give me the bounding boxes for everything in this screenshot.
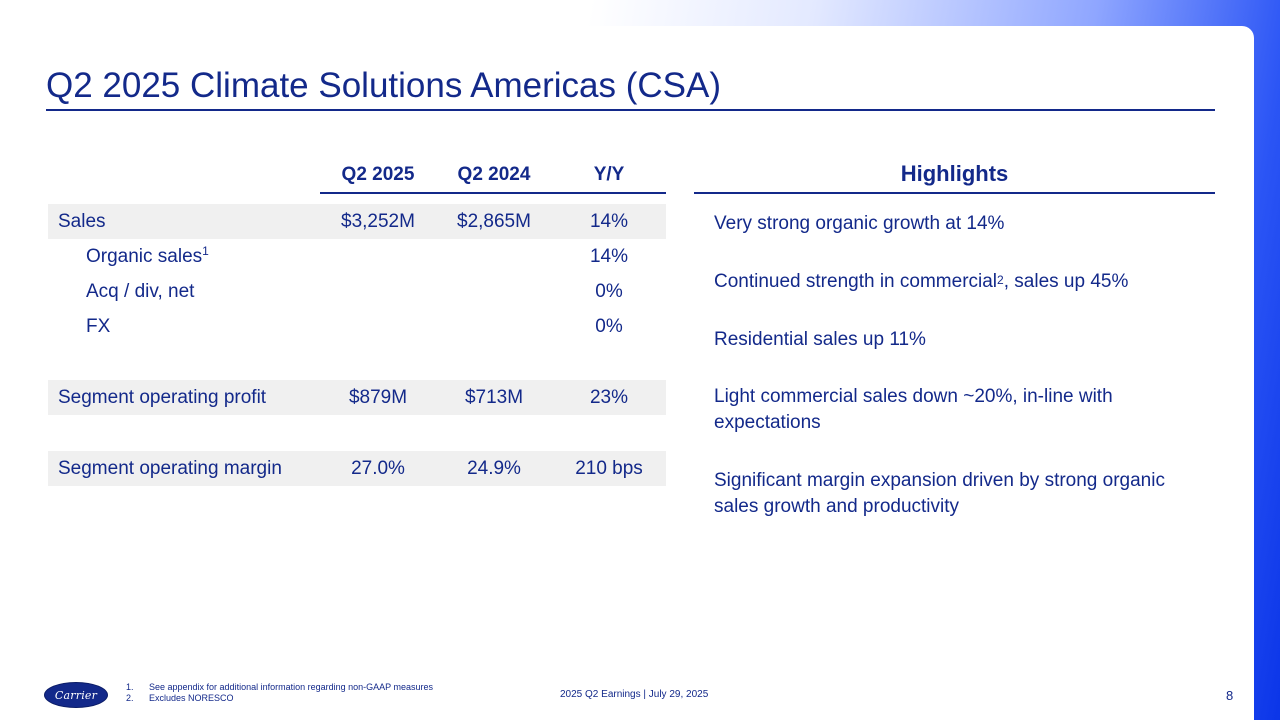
cell-q2-2025: $879M	[348, 387, 408, 408]
cell-q2-2024: 24.9%	[467, 458, 521, 479]
table-row-segment-operating-margin: Segment operating margin 27.0% 24.9% 210…	[48, 451, 666, 486]
highlight-item: Light commercial sales down ~20%, in-lin…	[714, 386, 1113, 433]
cell-yy: 0%	[595, 281, 623, 302]
footnote-number: 2.	[126, 693, 134, 703]
highlight-item: Continued strength in commercial2, sales…	[714, 269, 1194, 295]
footnote: 2. Excludes NORESCO	[126, 693, 433, 704]
table-row-acq-div: Acq / div, net 0%	[48, 274, 666, 309]
highlights-header: Highlights	[694, 160, 1215, 194]
table-header: Q2 2025 Q2 2024 Y/Y	[320, 160, 666, 194]
footnote-ref: 1	[202, 244, 209, 258]
footnote-number: 1.	[126, 682, 134, 692]
table-row-sales: Sales $3,252M $2,865M 14%	[48, 204, 666, 239]
cell-q2-2025: $3,252M	[341, 211, 415, 232]
cell-q2-2025: 27.0%	[351, 458, 405, 479]
logo-text: Carrier	[54, 688, 98, 702]
column-header-q2-2025: Q2 2025	[341, 164, 415, 185]
column-header-q2-2024: Q2 2024	[457, 164, 531, 185]
highlight-item: Very strong organic growth at 14%	[714, 213, 1005, 234]
column-header-yy: Y/Y	[593, 164, 625, 185]
row-label: Acq / div, net	[86, 281, 195, 302]
highlight-item: Significant margin expansion driven by s…	[714, 470, 1165, 517]
carrier-logo: Carrier	[44, 682, 108, 708]
page-number: 8	[1226, 688, 1234, 703]
footnote: 1. See appendix for additional informati…	[126, 682, 433, 693]
table-row-organic-sales: Organic sales1 14%	[48, 239, 666, 274]
cell-yy: 23%	[589, 387, 629, 408]
title-divider	[46, 109, 1215, 111]
table-row-fx: FX 0%	[48, 309, 666, 344]
row-label: FX	[86, 316, 111, 337]
footnote-text: Excludes NORESCO	[149, 693, 234, 703]
cell-q2-2024: $2,865M	[457, 211, 531, 232]
highlight-text: Continued strength in commercial	[714, 271, 998, 292]
row-label: Sales	[58, 211, 106, 232]
table-row-segment-operating-profit: Segment operating profit $879M $713M 23%	[48, 380, 666, 415]
cell-yy: 210 bps	[575, 458, 643, 479]
cell-yy: 14%	[589, 246, 629, 267]
highlight-text: , sales up 45%	[1003, 271, 1129, 292]
footnote-ref: 2	[997, 273, 1004, 287]
cell-yy: 14%	[589, 211, 629, 232]
highlights-heading: Highlights	[900, 161, 1009, 186]
footnotes: 1. See appendix for additional informati…	[126, 682, 433, 704]
cell-yy: 0%	[595, 316, 623, 337]
row-label: Segment operating profit	[58, 387, 267, 408]
row-label-text: Organic sales	[86, 246, 203, 267]
slide-card	[0, 26, 1254, 720]
cell-q2-2024: $713M	[464, 387, 524, 408]
financial-table: Q2 2025 Q2 2024 Y/Y Sales $3,252M $2,865…	[48, 160, 666, 486]
footnote-text: See appendix for additional information …	[149, 682, 434, 692]
footer-event-date: 2025 Q2 Earnings | July 29, 2025	[560, 689, 709, 700]
row-label: Segment operating margin	[58, 458, 282, 479]
row-label: Organic sales1	[86, 244, 209, 268]
slide-title: Q2 2025 Climate Solutions Americas (CSA)	[46, 66, 721, 105]
highlight-item: Residential sales up 11%	[714, 329, 926, 350]
